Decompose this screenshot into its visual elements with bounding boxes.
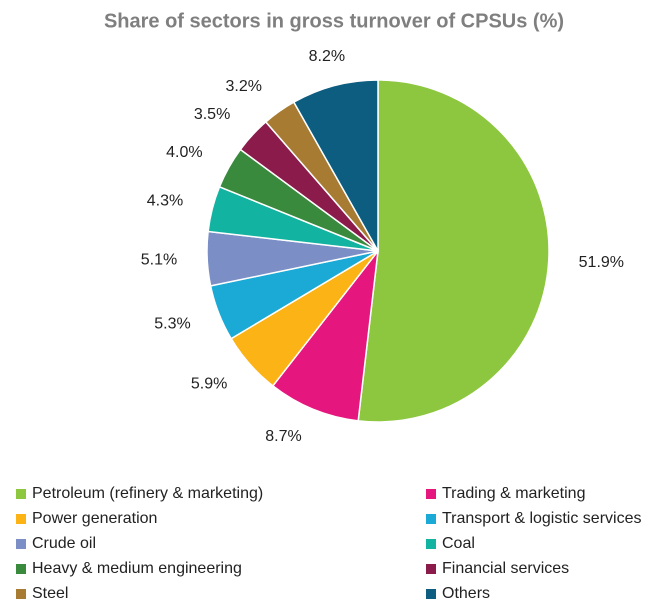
legend-label: Heavy & medium engineering	[32, 560, 242, 577]
legend-label: Financial services	[442, 560, 569, 577]
data-label: 8.7%	[265, 428, 301, 445]
legend-swatch	[16, 514, 26, 524]
data-label: 5.9%	[191, 375, 227, 392]
data-label: 4.3%	[147, 193, 183, 210]
legend-label: Others	[442, 585, 490, 602]
legend-label: Transport & logistic services	[442, 510, 641, 527]
legend-label: Coal	[442, 535, 475, 552]
legend-label: Steel	[32, 585, 68, 602]
legend-swatch	[16, 489, 26, 499]
legend-swatch	[16, 539, 26, 549]
pie-slice	[292, 79, 379, 254]
data-label: 5.3%	[154, 315, 190, 332]
data-label: 3.2%	[226, 78, 262, 95]
legend-swatch	[426, 539, 436, 549]
legend-label: Trading & marketing	[442, 485, 585, 502]
chart-title: Share of sectors in gross turnover of CP…	[104, 10, 564, 32]
legend-swatch	[16, 564, 26, 574]
legend-swatch	[16, 589, 26, 599]
legend-swatch	[426, 564, 436, 574]
legend-label: Crude oil	[32, 535, 96, 552]
legend-swatch	[426, 514, 436, 524]
pie: 51.9% 8.7% 5.9% 5.3% 5.1% 4.3% 4.0% 3.5% 3.2% 8.2…	[141, 48, 624, 445]
data-label: 4.0%	[166, 144, 202, 161]
legend-swatch	[426, 489, 436, 499]
data-label: 8.2%	[309, 48, 345, 65]
data-label: 3.5%	[194, 106, 230, 123]
data-label: 51.9%	[579, 254, 624, 271]
legend-swatch	[426, 589, 436, 599]
legend-label: Petroleum (refinery & marketing)	[32, 485, 263, 502]
pie-slice	[271, 248, 380, 422]
legend: Petroleum (refinery & marketing) Trading …	[16, 485, 641, 602]
legend-label: Power generation	[32, 510, 157, 527]
pie-slice	[357, 79, 550, 423]
data-label: 5.1%	[141, 251, 177, 268]
